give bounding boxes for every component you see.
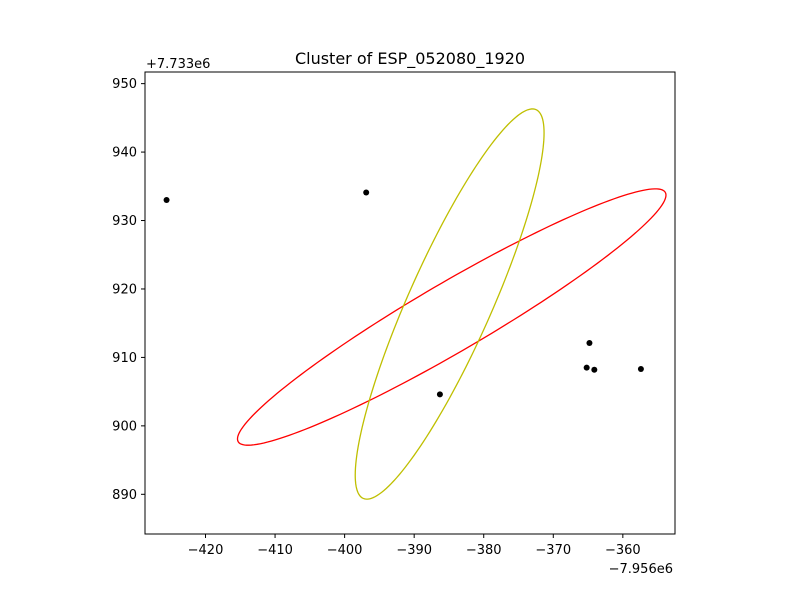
ellipse-1 [236,188,667,446]
ellipse-2 [354,108,545,500]
y-tick-label: 940 [112,146,137,161]
x-tick-label: −400 [327,543,363,558]
data-point [586,340,593,347]
x-tick-label: −360 [605,543,641,558]
axes-frame [144,71,676,535]
x-tick-label: −380 [466,543,502,558]
chart-title: Cluster of ESP_052080_1920 [295,49,525,69]
x-tick-label: −420 [188,543,224,558]
x-tick-label: −410 [257,543,293,558]
data-point [637,366,644,373]
data-point [363,189,370,196]
data-point [591,366,598,373]
y-tick-label: 910 [112,351,137,366]
x-tick-label: −370 [535,543,571,558]
y-tick-label: 950 [112,77,137,92]
x-offset-label: −7.956e6 [609,562,673,577]
plot-area [163,108,667,500]
y-tick-label: 900 [112,419,137,434]
data-point [583,364,590,371]
data-point [436,391,443,398]
y-tick-label: 890 [112,488,137,503]
x-tick-label: −390 [396,543,432,558]
axis-ticks: −420 −410 −400 −390 −380 −370 −360 890 900 910 920… [112,77,641,558]
y-offset-label: +7.733e6 [146,57,210,72]
y-tick-label: 920 [112,282,137,297]
data-point [163,196,170,203]
y-tick-label: 930 [112,214,137,229]
